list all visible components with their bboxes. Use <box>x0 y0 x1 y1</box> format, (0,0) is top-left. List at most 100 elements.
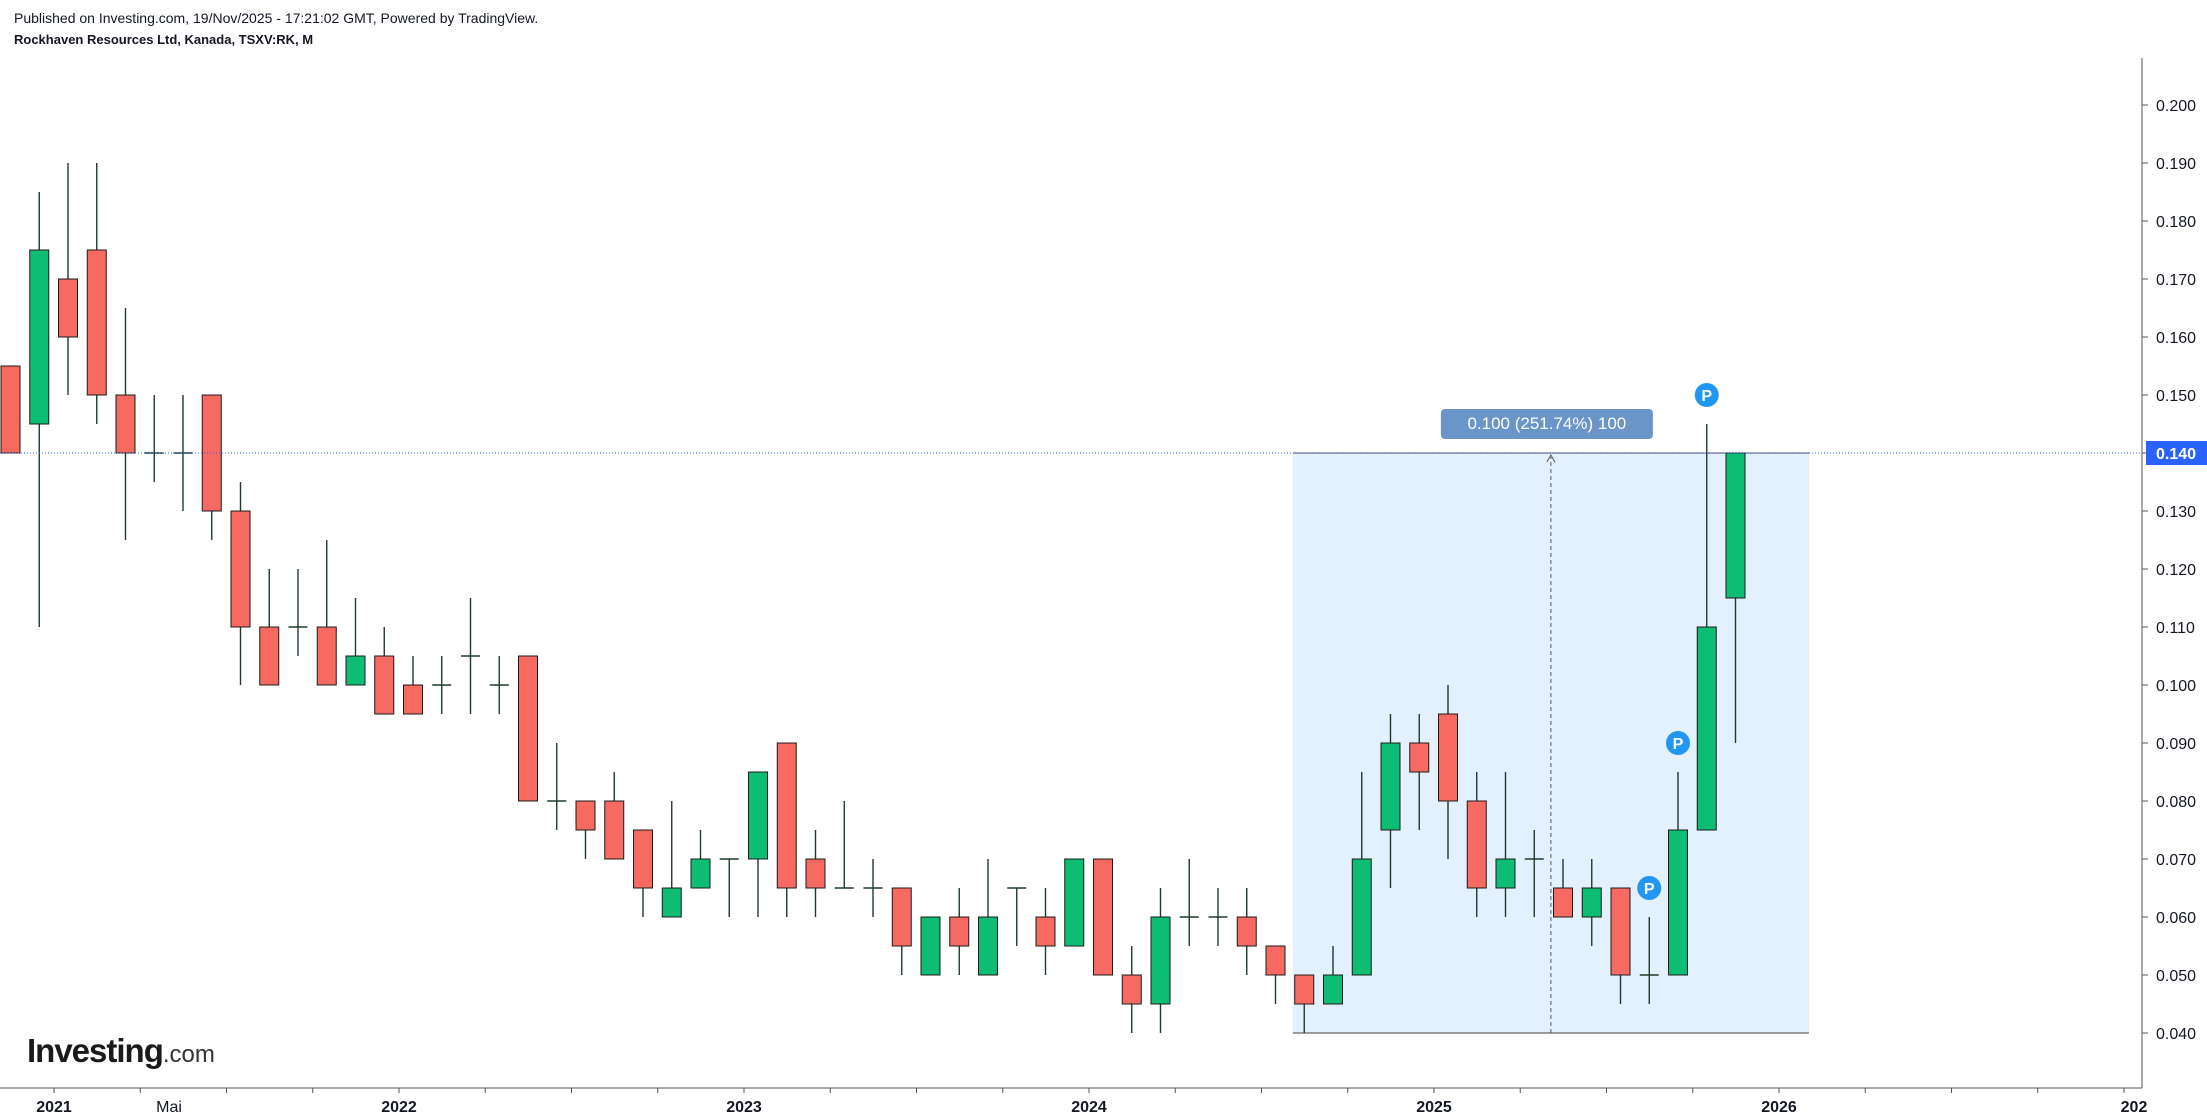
candle <box>1208 888 1228 946</box>
candle <box>949 888 970 975</box>
candle <box>633 829 653 917</box>
candle-body-up <box>1725 452 1746 599</box>
candle <box>1696 424 1717 831</box>
candle <box>345 598 366 686</box>
event-marker-p: P <box>1637 876 1662 900</box>
chart-overlays: 0.100 (251.74%) 100 P P P <box>0 383 2142 900</box>
candle-body-up <box>345 655 366 686</box>
candle <box>1064 858 1085 947</box>
event-marker-label: P <box>1673 736 1684 753</box>
candle <box>403 656 423 715</box>
candle-body-down <box>1236 916 1257 947</box>
candle-body-down <box>58 278 78 338</box>
event-marker-circle <box>1666 731 1690 755</box>
y-tick-label: 0.190 <box>2156 156 2196 173</box>
candle-body-up <box>1150 916 1171 1005</box>
candle <box>1323 946 1343 1005</box>
candle <box>1725 452 1746 743</box>
symbol-title: Rockhaven Resources Ltd, Kanada, TSXV:RK… <box>14 32 314 47</box>
candle <box>489 656 509 714</box>
candle <box>690 830 711 889</box>
candle <box>115 308 136 540</box>
y-tick-label: 0.180 <box>2156 214 2196 231</box>
measure-arrow-head <box>1546 453 1556 463</box>
event-marker-circle <box>1637 876 1662 900</box>
candle <box>230 482 251 685</box>
x-tick-label: 2026 <box>1761 1099 1797 1116</box>
candle <box>1610 887 1631 1004</box>
candle <box>374 627 395 715</box>
candle-body-up <box>1323 974 1343 1005</box>
candle-body-down <box>1409 742 1430 773</box>
candle <box>86 163 107 424</box>
y-tick-label: 0.040 <box>2156 1026 2196 1043</box>
candle-body-up <box>29 249 50 425</box>
candle-body-up <box>1495 858 1516 889</box>
candle-body-down <box>403 684 423 715</box>
price-range-measure[interactable] <box>1292 452 1809 1034</box>
candle <box>29 192 50 627</box>
candle-body-down <box>805 858 826 889</box>
event-marker-circle <box>1694 383 1719 407</box>
candle <box>1265 945 1286 1004</box>
candle-body-down <box>1466 800 1487 889</box>
event-marker-label: P <box>1644 881 1655 898</box>
y-tick-label: 0.110 <box>2156 620 2195 637</box>
candle <box>834 801 854 889</box>
candle-body-down <box>1121 974 1142 1005</box>
candle <box>891 887 912 975</box>
candle <box>1294 974 1315 1033</box>
candle <box>1380 714 1401 888</box>
candle <box>748 771 768 917</box>
y-tick-label: 0.120 <box>2156 562 2196 579</box>
y-tick-label: 0.160 <box>2156 330 2196 347</box>
candle-body-up <box>690 858 711 889</box>
x-tick-label: 2024 <box>1071 1099 1107 1116</box>
publish-info: Published on Investing.com, 19/Nov/2025 … <box>14 10 539 26</box>
candle-body-down <box>1438 713 1458 802</box>
candle-body-up <box>1351 858 1372 976</box>
event-marker-label: P <box>1701 388 1712 405</box>
candle <box>1409 714 1430 830</box>
candle-body-up <box>920 916 941 976</box>
candle <box>1495 772 1516 917</box>
candle-body-up <box>978 916 998 976</box>
y-tick-label: 0.100 <box>2156 678 2196 695</box>
candle <box>1007 887 1027 946</box>
candle-body-down <box>0 365 21 454</box>
candle-body-up <box>1581 887 1602 918</box>
candle <box>920 916 941 976</box>
candle-body-down <box>201 394 222 512</box>
candle <box>432 656 452 714</box>
candle <box>0 365 21 454</box>
candle <box>1179 859 1199 946</box>
candle <box>1093 858 1113 976</box>
candle-body-down <box>575 800 596 831</box>
candle-body-up <box>1380 742 1401 831</box>
candle <box>1236 888 1257 975</box>
candle-body-down <box>891 887 912 947</box>
candle <box>776 742 797 917</box>
investing-logo: Investing.com <box>27 1032 215 1070</box>
candle <box>144 395 164 482</box>
candle <box>1668 772 1688 976</box>
measure-label-box <box>1440 409 1653 439</box>
candle-body-down <box>1294 974 1315 1005</box>
candle <box>461 598 480 714</box>
candle-body-down <box>259 626 280 686</box>
candle-body-down <box>115 394 136 454</box>
candle-body-down <box>1265 945 1286 976</box>
x-tick-label: 2021 <box>36 1099 72 1116</box>
y-tick-label: 0.150 <box>2156 388 2196 405</box>
y-tick-label: 0.070 <box>2156 852 2196 869</box>
candle-body-up <box>748 771 768 860</box>
x-tick-label: Mai <box>156 1099 182 1116</box>
candle-body-down <box>949 916 970 947</box>
x-tick-label: 2023 <box>726 1099 762 1116</box>
candle-body-down <box>1610 887 1631 976</box>
candle-body-up <box>1668 829 1688 976</box>
candle <box>518 655 538 802</box>
candle <box>1150 888 1171 1033</box>
candle-body-down <box>633 829 653 889</box>
